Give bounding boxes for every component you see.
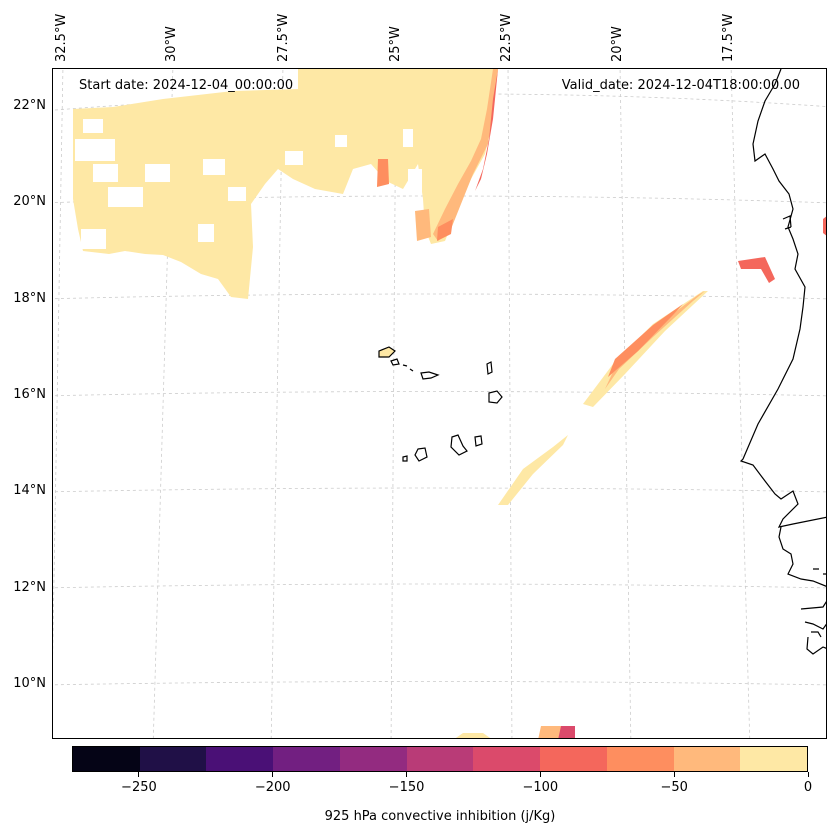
colorbar-tick (673, 772, 675, 777)
colorbar-segment-2 (206, 747, 274, 771)
lat-label-18n: 18°N (13, 291, 46, 306)
colorbar-tick-label: −200 (254, 780, 291, 795)
lat-label-12n: 12°N (13, 580, 46, 595)
lon-label-17-5w: 17.5°W (721, 13, 736, 62)
colorbar-segment-9 (673, 747, 741, 771)
cin-patch-north (73, 69, 498, 299)
valid-date-label: Valid_date: 2024-12-04T18:00:00.00 (561, 78, 800, 93)
colorbar-segment-10 (740, 747, 808, 771)
colorbar-segment-3 (273, 747, 340, 771)
colorbar-segment-1 (139, 747, 207, 771)
colorbar-segment-0 (73, 747, 140, 771)
map-panel (52, 68, 827, 739)
colorbar-segment-4 (339, 747, 407, 771)
cin-patch-east (738, 257, 775, 283)
lon-label-20w: 20°W (610, 26, 625, 62)
lat-label-16n: 16°N (13, 387, 46, 402)
lon-label-30w: 30°W (164, 26, 179, 62)
colorbar (72, 746, 808, 772)
lon-label-22-5w: 22.5°W (499, 13, 514, 62)
colorbar-tick-label: 0 (803, 780, 813, 795)
colorbar-tick (138, 772, 140, 777)
cape-verde-islands (378, 346, 503, 462)
colorbar-tick-label: −50 (660, 780, 688, 795)
lon-label-25w: 25°W (388, 26, 403, 62)
lat-label-10n: 10°N (13, 676, 46, 691)
colorbar-tick (539, 772, 541, 777)
lat-label-22n: 22°N (13, 98, 46, 113)
colorbar-tick-label: −250 (121, 780, 157, 795)
colorbar-segment-5 (406, 747, 474, 771)
colorbar-tick (272, 772, 274, 777)
lon-label-27-5w: 27.5°W (276, 13, 291, 62)
africa-coastline (739, 69, 826, 655)
colorbar-tick (406, 772, 408, 777)
cin-patch-south (455, 733, 491, 738)
cin-fields (73, 69, 826, 738)
lon-label-32-5w: 32.5°W (54, 13, 69, 62)
lat-label-20n: 20°N (13, 194, 46, 209)
colorbar-segment-7 (540, 747, 607, 771)
colorbar-segment-8 (606, 747, 674, 771)
colorbar-tick (807, 772, 809, 777)
colorbar-segment-6 (473, 747, 541, 771)
colorbar-tick-label: −100 (522, 780, 559, 795)
colorbar-tick-label: −150 (388, 780, 425, 795)
colorbar-title: 925 hPa convective inhibition (j/Kg) (324, 809, 556, 824)
cin-fringe-north (433, 69, 498, 241)
start-date-label: Start date: 2024-12-04_00:00:00 (79, 78, 294, 93)
map-canvas (53, 69, 826, 738)
lat-label-14n: 14°N (13, 483, 46, 498)
cin-band-lower (498, 435, 568, 505)
cin-band-upper (583, 291, 708, 407)
